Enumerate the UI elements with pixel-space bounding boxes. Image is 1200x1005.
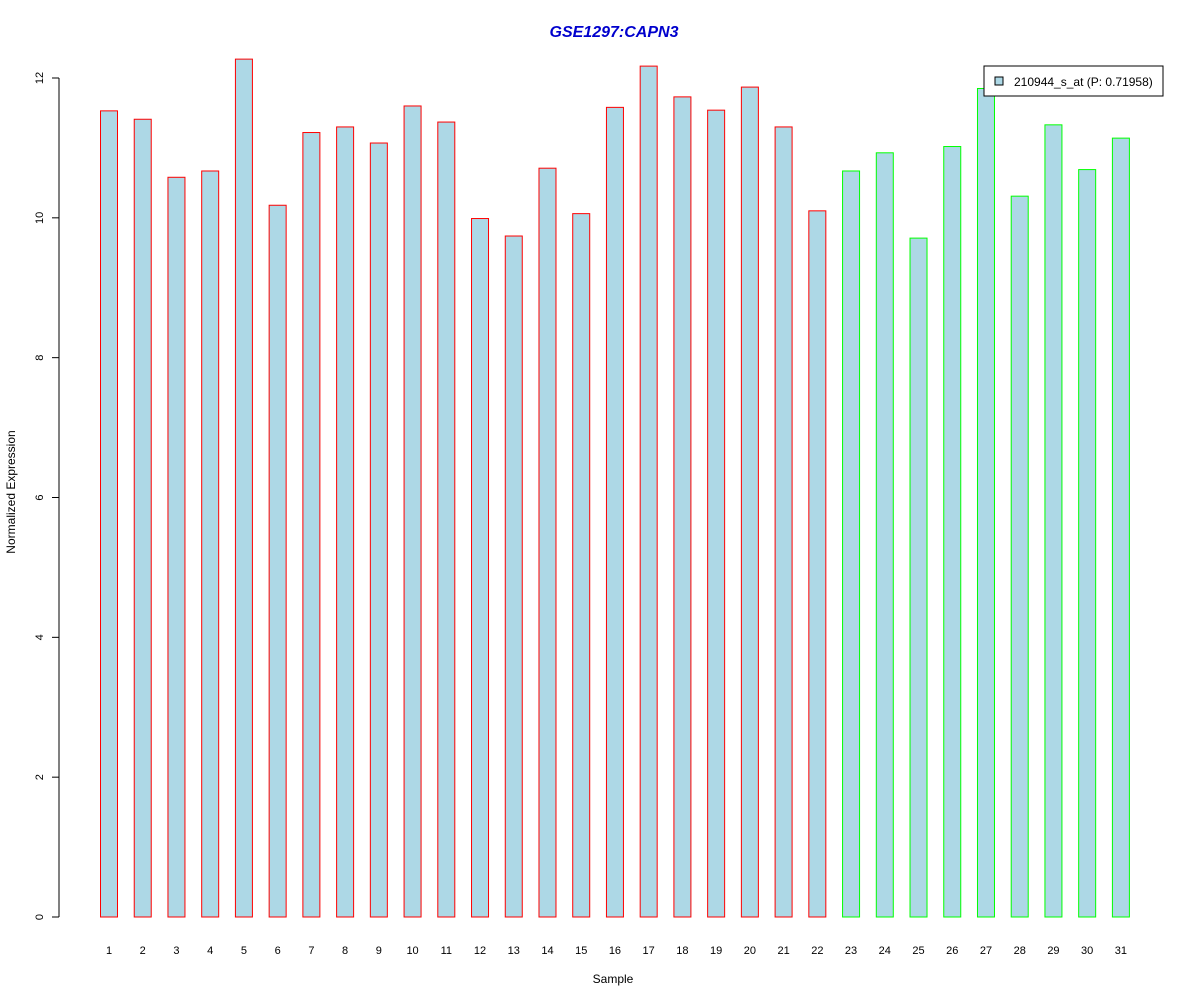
- bar-sample-23: [842, 170, 861, 918]
- x-tick-label: 15: [575, 945, 587, 957]
- bar-sample-27: [976, 87, 995, 918]
- x-tick-label: 2: [140, 945, 146, 957]
- bar-sample-15: [572, 213, 591, 918]
- x-tick-label: 4: [207, 945, 213, 957]
- x-tick-label: 31: [1115, 945, 1127, 957]
- x-tick-label: 7: [308, 945, 314, 957]
- x-tick-labels: 1 2 3 4 5 6 7 8 9 10 11 12 13 14 15 16 17 18 19 20 21 22 23 24 2…: [106, 945, 1127, 957]
- legend-box: [983, 65, 1164, 97]
- y-axis-label: Normalized Expression: [4, 430, 18, 553]
- bar-sample-26: [943, 146, 962, 918]
- bar-sample-22: [808, 210, 827, 918]
- legend-swatch: [994, 76, 1004, 86]
- x-tick-label: 1: [106, 945, 112, 957]
- x-tick-label: 12: [474, 945, 486, 957]
- bar-sample-7: [302, 132, 321, 918]
- bar-sample-14: [538, 167, 557, 918]
- x-tick-label: 24: [879, 945, 891, 957]
- y-tick-label: 6: [34, 494, 46, 500]
- bar-sample-21: [774, 126, 793, 918]
- x-tick-label: 28: [1014, 945, 1026, 957]
- bars: [100, 58, 1130, 918]
- x-tick-label: 29: [1047, 945, 1059, 957]
- bar-sample-24: [875, 152, 894, 918]
- x-tick-label: 25: [912, 945, 924, 957]
- x-tick-label: 22: [811, 945, 823, 957]
- x-tick-label: 20: [744, 945, 756, 957]
- bar-sample-5: [234, 58, 253, 918]
- x-tick-label: 19: [710, 945, 722, 957]
- x-tick-label: 11: [441, 945, 452, 957]
- bar-sample-1: [100, 110, 118, 918]
- x-tick-label: 14: [541, 945, 553, 957]
- x-tick-label: 10: [406, 945, 418, 957]
- bar-sample-8: [336, 126, 355, 918]
- bar-sample-31: [1111, 137, 1130, 918]
- bar-sample-10: [403, 105, 422, 918]
- y-tick-label: 10: [34, 212, 46, 224]
- x-tick-label: 26: [946, 945, 958, 957]
- y-tick-label: 2: [34, 774, 46, 780]
- x-tick-label: 21: [777, 945, 789, 957]
- x-tick-label: 23: [845, 945, 857, 957]
- y-tick-label: 4: [34, 634, 46, 640]
- bar-sample-19: [707, 109, 726, 918]
- x-tick-label: 6: [275, 945, 281, 957]
- y-tick-label: 0: [34, 914, 46, 920]
- bar-sample-13: [504, 235, 523, 918]
- bar-sample-28: [1010, 195, 1029, 918]
- x-tick-label: 17: [643, 945, 655, 957]
- bar-sample-2: [133, 118, 152, 918]
- bar-sample-20: [740, 86, 759, 918]
- x-axis-label: Sample: [593, 972, 634, 986]
- bar-sample-6: [268, 204, 287, 918]
- x-tick-label: 9: [376, 945, 382, 957]
- x-tick-label: 27: [980, 945, 992, 957]
- legend: 210944_s_at (P: 0.71958): [983, 65, 1164, 97]
- y-tick-label: 8: [34, 355, 46, 361]
- y-tick-label: 12: [34, 72, 46, 84]
- x-tick-label: 18: [676, 945, 688, 957]
- bar-sample-3: [167, 176, 186, 918]
- bar-sample-17: [639, 65, 658, 918]
- legend-label: 210944_s_at (P: 0.71958): [1014, 75, 1153, 89]
- bar-sample-12: [471, 218, 490, 918]
- chart-title: GSE1297:CAPN3: [550, 24, 679, 41]
- x-tick-label: 3: [173, 945, 179, 957]
- bar-sample-25: [909, 237, 928, 918]
- x-tick-label: 13: [508, 945, 520, 957]
- bar-sample-9: [369, 142, 388, 918]
- bar-sample-29: [1044, 124, 1063, 918]
- x-tick-label: 30: [1081, 945, 1093, 957]
- bar-sample-11: [437, 121, 456, 918]
- x-tick-label: 8: [342, 945, 348, 957]
- x-tick-label: 5: [241, 945, 247, 957]
- bar-sample-4: [201, 170, 220, 918]
- bar-sample-16: [605, 106, 624, 918]
- bar-sample-30: [1078, 169, 1097, 918]
- bar-sample-18: [673, 96, 692, 918]
- y-axis: 0 2 4 6 8 10 12: [34, 72, 60, 920]
- x-tick-label: 16: [609, 945, 621, 957]
